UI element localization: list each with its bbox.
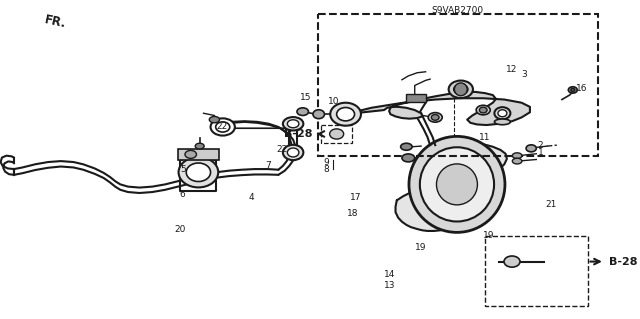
Ellipse shape	[185, 151, 196, 159]
Ellipse shape	[449, 80, 473, 98]
Bar	[178, 149, 219, 160]
Circle shape	[409, 137, 505, 232]
Text: 8: 8	[323, 165, 329, 174]
Ellipse shape	[476, 105, 490, 115]
Text: 3: 3	[522, 70, 527, 79]
Text: 16: 16	[576, 84, 588, 93]
Bar	[406, 94, 426, 102]
Text: 10: 10	[328, 97, 339, 106]
Text: 9: 9	[323, 158, 329, 167]
Ellipse shape	[526, 145, 536, 152]
Ellipse shape	[568, 87, 577, 93]
Text: 13: 13	[384, 281, 396, 290]
Text: 7: 7	[266, 161, 271, 170]
Bar	[321, 125, 352, 143]
Bar	[318, 14, 598, 156]
Text: S9VAB2700: S9VAB2700	[431, 6, 484, 15]
Text: 19: 19	[415, 243, 426, 252]
Text: 22: 22	[276, 145, 288, 154]
Ellipse shape	[195, 143, 204, 149]
Ellipse shape	[498, 110, 507, 117]
Text: 5: 5	[180, 165, 186, 174]
Text: FR.: FR.	[43, 14, 67, 31]
Ellipse shape	[513, 153, 522, 159]
Ellipse shape	[283, 145, 303, 160]
Circle shape	[420, 147, 494, 221]
Text: 21: 21	[545, 200, 557, 209]
Ellipse shape	[287, 148, 299, 157]
Text: 6: 6	[180, 190, 186, 199]
Text: B-28: B-28	[284, 129, 312, 139]
Ellipse shape	[428, 113, 442, 122]
Polygon shape	[396, 143, 507, 231]
Text: 1: 1	[538, 148, 543, 157]
Ellipse shape	[479, 107, 487, 113]
Ellipse shape	[287, 120, 299, 128]
Ellipse shape	[513, 158, 522, 164]
Ellipse shape	[209, 116, 220, 123]
Text: 19: 19	[483, 231, 495, 240]
Text: 2: 2	[538, 141, 543, 150]
Ellipse shape	[337, 108, 355, 121]
Text: B-28: B-28	[609, 256, 638, 267]
Ellipse shape	[297, 108, 308, 115]
Ellipse shape	[504, 256, 520, 267]
Ellipse shape	[330, 103, 361, 126]
Text: 4: 4	[248, 193, 254, 202]
Text: 12: 12	[506, 65, 517, 74]
Ellipse shape	[571, 88, 575, 92]
Text: 11: 11	[479, 133, 490, 142]
Ellipse shape	[186, 163, 211, 182]
Bar	[485, 236, 588, 306]
Ellipse shape	[495, 107, 511, 119]
Circle shape	[436, 164, 477, 205]
Ellipse shape	[495, 119, 511, 125]
Ellipse shape	[330, 129, 344, 139]
Circle shape	[454, 83, 467, 96]
Ellipse shape	[283, 117, 303, 130]
Text: 20: 20	[174, 225, 186, 234]
Polygon shape	[346, 92, 530, 125]
Text: 22: 22	[216, 122, 227, 131]
Ellipse shape	[431, 115, 439, 120]
Text: 14: 14	[384, 271, 396, 279]
Ellipse shape	[216, 122, 230, 132]
Ellipse shape	[211, 118, 235, 136]
Ellipse shape	[402, 154, 415, 162]
Text: 15: 15	[300, 93, 312, 102]
Ellipse shape	[313, 110, 324, 119]
Text: 17: 17	[350, 193, 362, 202]
Text: 18: 18	[347, 209, 358, 218]
Ellipse shape	[454, 84, 468, 94]
Ellipse shape	[179, 157, 218, 188]
Ellipse shape	[401, 143, 412, 150]
